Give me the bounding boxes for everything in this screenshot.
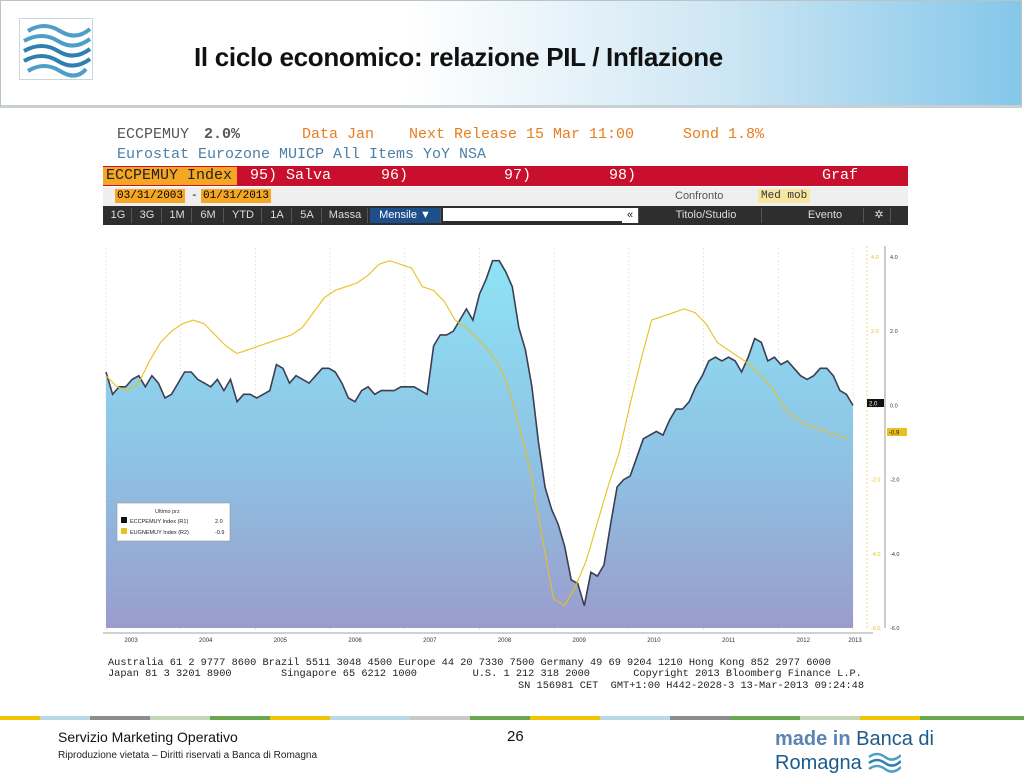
titolo-studio-button[interactable]: Titolo/Studio (651, 208, 762, 223)
end-date-field[interactable]: 01/31/2013 (201, 189, 272, 203)
compare-option[interactable]: Confronto (675, 190, 724, 202)
y-axis: 4.02.00.0-2.0-4.0-6.04.02.00.0-2.0-4.0-6… (866, 246, 899, 632)
x-axis: 2003 2004 2005 2006 2007 2008 2009 2010 2011 2012… (103, 632, 873, 644)
chart-legend: Ultimo prz ECCPEMUY Index (R1) 2.0 EUGNE… (116, 502, 231, 542)
y-tick--4.0: -4.0 (890, 552, 899, 558)
y2-tick-4.0: 4.0 (871, 255, 879, 261)
period-tab-1a[interactable]: 1A (263, 208, 292, 223)
ticker-code: ECCPEMUY (117, 126, 190, 143)
footer-copyright: Riproduzione vietata – Diritti riservati… (58, 750, 318, 761)
y-tick-4.0: 4.0 (890, 255, 898, 261)
y-tick--6.0: -6.0 (890, 626, 899, 632)
start-date-field[interactable]: 03/31/2003 (115, 189, 186, 203)
footer-stripe (0, 707, 1024, 720)
y2-tick--2.0: -2.0 (871, 478, 880, 484)
data-value: Jan (347, 126, 375, 143)
x-tick-2003: 2003 (124, 638, 138, 644)
period-tab-ytd[interactable]: YTD (225, 208, 262, 223)
x-tick-2012: 2012 (797, 638, 811, 644)
next-release-value: 15 Mar 11:00 (526, 126, 635, 143)
x-tick-2004: 2004 (199, 638, 213, 644)
last-value-cpi: 2.0 (869, 402, 878, 408)
brand-waves-icon (868, 752, 903, 773)
page-number: 26 (507, 728, 524, 745)
frequency-dropdown[interactable]: Mensile ▼ (370, 208, 441, 223)
x-tick-2011: 2011 (722, 638, 736, 644)
save-as-button[interactable]: 95) Salva come (250, 167, 332, 202)
period-tab-6m[interactable]: 6M (193, 208, 224, 223)
legend-title: Ultimo prz (155, 509, 180, 515)
data-label: Data (302, 126, 339, 143)
legend-label-gdp: EUGNEMUY Index (R2) (130, 530, 189, 536)
y2-tick--4.0: -4.0 (871, 552, 880, 558)
period-tab-bar: 1G 3G 1M 6M YTD 1A 5A Massa Mensile ▼ « … (103, 206, 908, 225)
credits-line-2: Japan 81 3 3201 8900 Singapore 65 6212 1… (108, 668, 862, 680)
y-tick-0.0: 0.0 (890, 403, 898, 409)
options-button[interactable]: 96) Opzioni (381, 167, 444, 202)
x-tick-2009: 2009 (573, 638, 587, 644)
ticker-value: 2.0% (204, 126, 241, 143)
moving-average-option[interactable]: Med mob (758, 189, 811, 203)
sond-label: Sond (683, 126, 720, 143)
legend-swatch-gdp (121, 528, 127, 534)
period-tab-3g[interactable]: 3G (133, 208, 162, 223)
date-range-bar: 03/31/2003 - 01/31/2013 Confronto Med mo… (103, 187, 908, 207)
series-description: Eurostat Eurozone MUICP All Items YoY NS… (117, 146, 487, 163)
credits-line-1: Australia 61 2 9777 8600 Brazil 5511 304… (108, 657, 831, 669)
event-button[interactable]: Evento (787, 208, 864, 223)
y-tick--2.0: -2.0 (890, 478, 899, 484)
waves-logo-icon (19, 18, 93, 80)
sond-value: 1.8% (728, 126, 765, 143)
x-tick-2005: 2005 (274, 638, 288, 644)
date-separator: - (191, 190, 198, 202)
footer-department: Servizio Marketing Operativo (58, 729, 238, 745)
x-tick-2006: 2006 (348, 638, 362, 644)
y-tick-2.0: 2.0 (890, 329, 898, 335)
legend-value-cpi: 2.0 (215, 519, 223, 525)
y2-tick-2.0: 2.0 (871, 329, 879, 335)
cpi-series-line (105, 259, 854, 606)
cpi-area (106, 260, 853, 628)
slide-title: Il ciclo economico: relazione PIL / Infl… (194, 42, 723, 72)
last-value-markers: 2.0 -0.9 (867, 399, 907, 437)
modify-button[interactable]: 97) Modif (504, 167, 549, 202)
inflation-gdp-chart: 2003 2004 2005 2006 2007 2008 2009 2010 2011 2012… (103, 228, 908, 694)
x-tick-2007: 2007 (423, 638, 437, 644)
search-input[interactable] (443, 208, 639, 221)
graph-type-label[interactable]: Graf linea (822, 167, 867, 202)
x-tick-2010: 2010 (647, 638, 661, 644)
period-tab-max[interactable]: Massa (323, 208, 368, 223)
period-tab-1g[interactable]: 1G (105, 208, 132, 223)
index-field[interactable]: ECCPEMUY Index (103, 167, 237, 185)
x-tick-2013: 2013 (848, 638, 862, 644)
bloomberg-credits: Australia 61 2 9777 8600 Brazil 5511 304… (108, 657, 864, 692)
brand-made-in: made in (775, 728, 851, 750)
credits-line-3: SN 156981 CET GMT+1:00 H442-2028-3 13-Ma… (518, 680, 864, 692)
legend-label-cpi: ECCPEMUY Index (R1) (130, 519, 188, 525)
period-tab-1m[interactable]: 1M (163, 208, 192, 223)
gdp-series-line (105, 260, 849, 607)
period-tab-5a[interactable]: 5A (293, 208, 322, 223)
settings-gear-icon[interactable]: ✲ (868, 208, 891, 223)
search-close-icon[interactable]: « (622, 208, 639, 223)
x-tick-2008: 2008 (498, 638, 512, 644)
table-button[interactable]: 98) Tabella (609, 167, 672, 202)
terminal-info-header: ECCPEMUY 2.0% Data Jan Next Release 15 M… (103, 124, 908, 166)
last-value-gdp: -0.9 (889, 431, 900, 437)
slide-header: Il ciclo economico: relazione PIL / Infl… (0, 0, 1022, 108)
y2-tick--6.0: -6.0 (871, 626, 880, 632)
legend-value-gdp: -0.9 (215, 530, 224, 536)
terminal-command-bar: ECCPEMUY Index 95) Salva come 96) Opzion… (103, 166, 908, 202)
legend-swatch-cpi (121, 517, 127, 523)
next-release-label: Next Release (409, 126, 518, 143)
